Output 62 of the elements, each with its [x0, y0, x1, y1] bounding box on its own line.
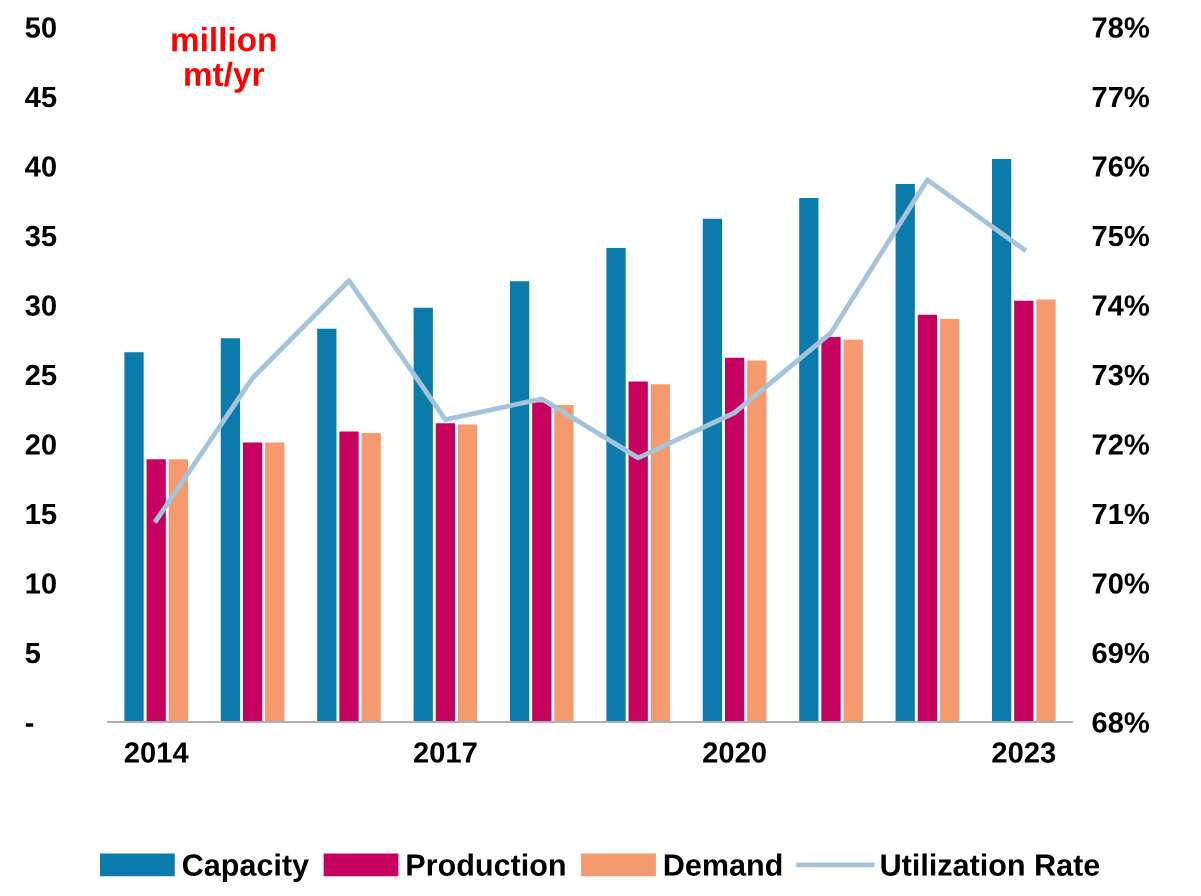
bar [939, 318, 960, 722]
bar [242, 442, 263, 722]
y2-tick-label: 74% [1092, 295, 1150, 316]
y2-tick-label: 77% [1092, 86, 1150, 108]
y2-tick-label: 72% [1092, 434, 1150, 455]
y-tick-label: 45 [25, 87, 57, 108]
bar [124, 352, 144, 722]
y2-tick-label: 76% [1092, 156, 1150, 177]
y-tick-label: - [25, 723, 34, 727]
bar [991, 159, 1012, 722]
bar [532, 402, 552, 722]
x-tick-label: 2020 [703, 742, 766, 763]
bar [821, 336, 841, 722]
bar [628, 381, 648, 722]
y-tick-label: 20 [25, 434, 56, 455]
bar [895, 184, 915, 722]
y-tick-label: 40 [25, 156, 56, 177]
y-tick-label: 5 [25, 643, 41, 664]
y2-tick-label: 73% [1092, 364, 1150, 386]
bar [220, 338, 241, 722]
bar [1036, 299, 1056, 722]
legend-label: Production [407, 853, 565, 876]
bar [843, 339, 863, 722]
bar [702, 218, 723, 722]
y-tick-label: 15 [26, 504, 57, 525]
bar [317, 328, 337, 722]
annotation: million mt/yr [172, 27, 276, 93]
y2-tick-label: 71% [1092, 503, 1150, 525]
y2-tick-label: 75% [1092, 225, 1150, 247]
bar [413, 307, 433, 722]
x-tick-label: 2023 [992, 742, 1056, 763]
y-tick-label: 25 [25, 364, 57, 386]
bar [361, 432, 381, 722]
y2-tick-label: 69% [1092, 642, 1150, 664]
bar [339, 431, 359, 722]
legend-label: Utilization Rate [881, 853, 1100, 876]
bar [457, 424, 478, 722]
legend-label: Capacity [182, 853, 309, 882]
y-tick-label: 10 [26, 573, 56, 594]
bar [509, 281, 530, 722]
x-tick-label: 2017 [413, 742, 477, 763]
y-tick-label: 30 [25, 295, 56, 316]
bar [747, 360, 767, 722]
y-tick-label: 50 [25, 17, 56, 38]
y2-tick-label: 78% [1092, 17, 1150, 38]
x-tick-label: 2014 [124, 742, 189, 763]
bar [1014, 300, 1034, 722]
bar [146, 459, 166, 722]
y2-tick-label: 68% [1092, 712, 1150, 733]
bar [554, 405, 574, 722]
bar [917, 314, 938, 722]
bar [435, 423, 456, 722]
bar [606, 248, 626, 722]
bar [168, 459, 189, 722]
line-series [153, 177, 1027, 523]
bar [650, 384, 671, 722]
bar [724, 357, 745, 722]
legend-label: Demand [664, 853, 782, 876]
y2-tick-label: 70% [1092, 573, 1150, 594]
y-tick-label: 35 [25, 225, 57, 247]
bar [265, 442, 285, 722]
bar [799, 197, 819, 722]
